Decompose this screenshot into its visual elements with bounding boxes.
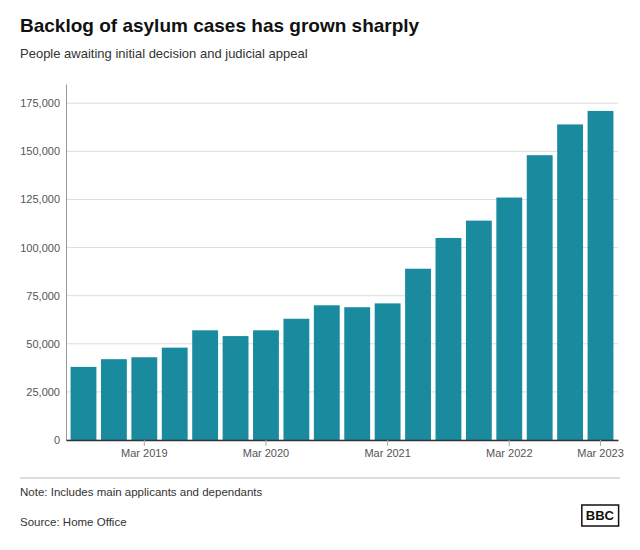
y-tick: 175,000 xyxy=(20,97,66,109)
note: Note: Includes main applicants and depen… xyxy=(20,486,263,498)
x-tick: Mar 2020 xyxy=(243,440,289,459)
y-tick: 150,000 xyxy=(20,145,66,157)
x-tick-mark xyxy=(387,440,388,446)
bar xyxy=(283,319,309,440)
x-tick: Mar 2023 xyxy=(577,440,623,459)
bar xyxy=(496,198,522,440)
x-tick-mark xyxy=(509,440,510,446)
bar xyxy=(527,155,553,440)
chart: Backlog of asylum cases has grown sharpl… xyxy=(0,0,640,550)
bar xyxy=(162,348,188,440)
y-tick: 125,000 xyxy=(20,193,66,205)
x-tick: Mar 2021 xyxy=(364,440,410,459)
y-tick-label: 150,000 xyxy=(20,145,60,157)
logo-text: BBC xyxy=(586,508,615,523)
x-axis-line xyxy=(67,440,619,442)
bar xyxy=(344,307,370,440)
bar xyxy=(588,111,614,440)
grid xyxy=(66,103,618,440)
bar xyxy=(253,330,279,440)
bar xyxy=(192,330,218,440)
bar xyxy=(436,238,462,440)
y-tick-label: 125,000 xyxy=(20,193,60,205)
y-tick-label: 0 xyxy=(54,434,60,446)
separator xyxy=(20,478,620,479)
y-tick-label: 75,000 xyxy=(26,290,60,302)
bar xyxy=(557,124,583,440)
subtitle: People awaiting initial decision and jud… xyxy=(20,46,308,61)
y-tick: 25,000 xyxy=(26,386,66,398)
x-tick-mark xyxy=(600,440,601,446)
bars xyxy=(71,111,614,440)
x-tick-label: Mar 2023 xyxy=(577,447,623,459)
bar xyxy=(71,367,97,440)
x-tick-label: Mar 2022 xyxy=(486,447,532,459)
y-tick-label: 50,000 xyxy=(26,338,60,350)
grid-line xyxy=(66,103,618,104)
plot-area: 0 25,000 50,000 75,000 100,000 125,000 150,000… xyxy=(20,85,624,459)
logo: BBC xyxy=(582,505,619,526)
x-tick: Mar 2022 xyxy=(486,440,532,459)
grid-line xyxy=(66,151,618,152)
x-tick-label: Mar 2019 xyxy=(121,447,167,459)
x-axis: Mar 2019 Mar 2020 Mar 2021 Mar 2022 Mar 2023 xyxy=(67,440,624,459)
y-tick: 75,000 xyxy=(26,290,66,302)
y-tick: 0 xyxy=(54,434,66,446)
bar xyxy=(375,303,401,440)
bar xyxy=(466,221,492,440)
x-tick-label: Mar 2021 xyxy=(364,447,410,459)
bar xyxy=(131,357,157,440)
bar xyxy=(405,269,431,440)
bar xyxy=(223,336,249,440)
bar xyxy=(314,305,340,440)
source: Source: Home Office xyxy=(20,516,127,528)
y-axis-line xyxy=(66,85,67,441)
bar xyxy=(101,359,127,440)
y-tick: 50,000 xyxy=(26,338,66,350)
logo-box xyxy=(582,505,619,526)
x-tick-mark xyxy=(265,440,266,446)
title: Backlog of asylum cases has grown sharpl… xyxy=(20,15,420,36)
x-tick-label: Mar 2020 xyxy=(243,447,289,459)
x-tick-mark xyxy=(144,440,145,446)
y-tick-label: 175,000 xyxy=(20,97,60,109)
y-tick-label: 25,000 xyxy=(26,386,60,398)
y-axis: 0 25,000 50,000 75,000 100,000 125,000 150,000… xyxy=(20,85,66,447)
y-tick-label: 100,000 xyxy=(20,242,60,254)
x-tick: Mar 2019 xyxy=(121,440,167,459)
y-tick: 100,000 xyxy=(20,242,66,254)
